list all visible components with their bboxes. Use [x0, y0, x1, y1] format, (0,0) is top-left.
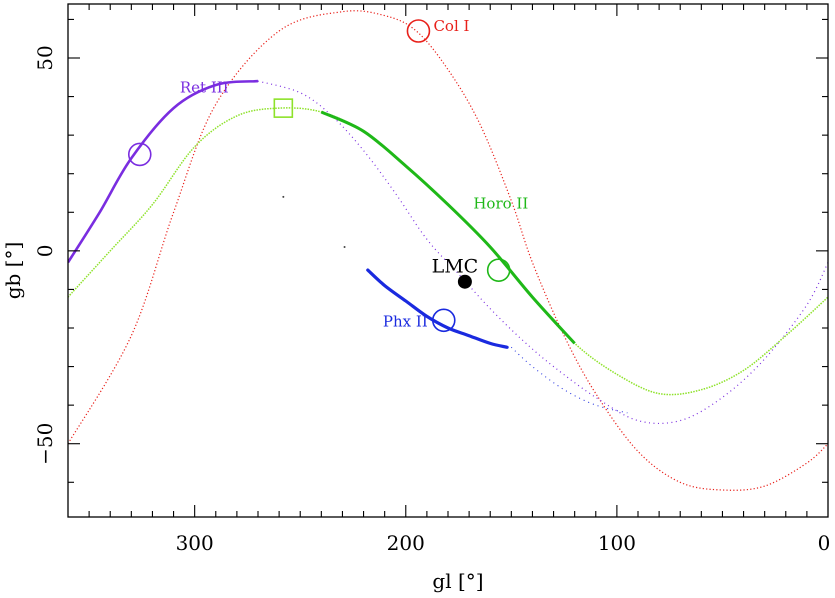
- x-tick-label: 300: [176, 531, 214, 555]
- series-horo-ii: [320, 110, 576, 345]
- series-ret-iii: [257, 80, 828, 425]
- y-tick-label: 0: [33, 244, 57, 257]
- x-tick-label: 100: [598, 531, 636, 555]
- series-phx-ii: [366, 268, 509, 349]
- series-horo-ii-halo: [68, 107, 828, 396]
- stray-point: [282, 195, 285, 198]
- lmc-label: LMC: [432, 256, 479, 278]
- stray-point: [343, 246, 346, 248]
- square-marker: [273, 98, 294, 118]
- y-tick-label: −50: [33, 423, 57, 465]
- phx-ii-label: Phx II: [383, 312, 428, 330]
- horo-ii-label: Horo II: [473, 194, 528, 212]
- lmc-marker: [457, 274, 472, 289]
- ret-iii-label: Ret III: [180, 79, 229, 97]
- tick-layer: 300 200 100 0 50 0 −50: [33, 4, 830, 555]
- col-i-label: Col I: [433, 17, 469, 35]
- y-tick-label: 50: [33, 45, 57, 70]
- ret-iii-marker: [127, 142, 152, 167]
- x-tick-label: 0: [818, 531, 831, 555]
- x-tick-label: 200: [387, 531, 425, 555]
- y-axis-label: gb [°]: [1, 242, 25, 300]
- series-ret-iii-dense: [68, 79, 259, 264]
- col-i-marker: [406, 19, 431, 43]
- phx-ii-marker: [431, 308, 456, 333]
- horo-ii-marker: [486, 258, 511, 282]
- series-layer: [68, 10, 828, 491]
- marker-layer: LMC Col I Ret III Horo II Phx II: [127, 17, 528, 333]
- x-axis-label: gl [°]: [432, 569, 483, 593]
